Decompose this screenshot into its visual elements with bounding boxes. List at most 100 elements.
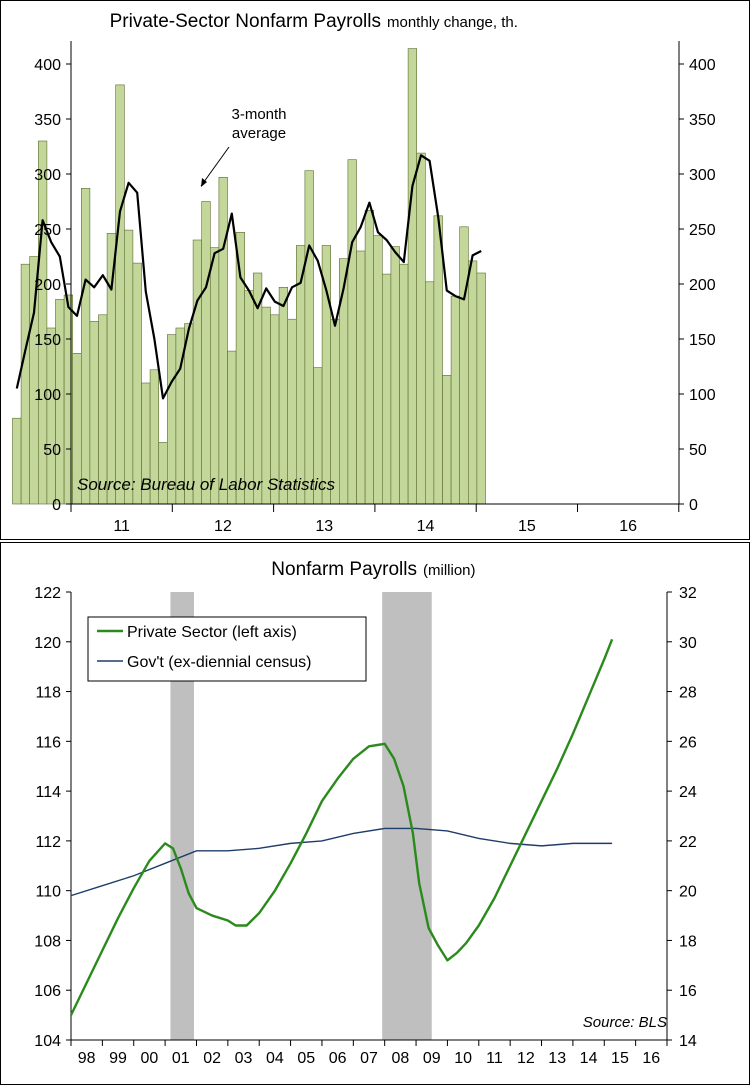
annotation-arrow: [200, 146, 230, 187]
x-tick-label: 11: [113, 518, 130, 535]
y-tick-label-right: 26: [679, 734, 697, 751]
x-tick-label: 13: [548, 1050, 566, 1067]
y-tick-label-right: 16: [679, 983, 697, 1000]
bar: [321, 245, 332, 505]
bar: [416, 152, 426, 505]
bar: [381, 273, 392, 505]
bar: [244, 290, 254, 505]
recession-band: [382, 592, 432, 1040]
bar: [467, 260, 478, 505]
y-tick-label-left: 100: [34, 387, 61, 404]
bar: [304, 170, 314, 505]
y-tick-label-right: 30: [679, 635, 697, 652]
chart-title: Nonfarm Payrolls: [271, 559, 417, 580]
y-tick-label-left: 350: [34, 112, 61, 129]
bar: [158, 442, 168, 505]
payroll-changes-chart-panel: Private-Sector Nonfarm Payrolls monthly …: [0, 0, 750, 540]
y-tick-label-left: 108: [34, 933, 61, 950]
bar: [124, 229, 134, 505]
annotation-3-month-line1: 3-month: [231, 106, 286, 123]
y-tick-label-right: 400: [689, 57, 716, 74]
recession-band: [170, 592, 194, 1040]
y-tick-label-right: 50: [689, 442, 707, 459]
y-tick-label-left: 118: [35, 685, 61, 702]
y-tick-label-left: 120: [34, 635, 61, 652]
bar: [20, 263, 31, 505]
bar: [12, 417, 22, 505]
axes: 1041061081101121141161181201221416182022…: [34, 585, 697, 1067]
bar: [201, 201, 211, 505]
y-tick-label-left: 150: [34, 332, 61, 349]
bar: [192, 239, 203, 505]
bar: [347, 159, 357, 505]
x-tick-label: 16: [619, 518, 637, 535]
y-tick-label-left: 110: [35, 884, 61, 901]
x-tick-label: 14: [580, 1050, 598, 1067]
x-tick-label: 04: [266, 1050, 284, 1067]
chart-title: Private-Sector Nonfarm Payrolls: [110, 11, 381, 32]
y-tick-label-right: 24: [679, 784, 697, 801]
x-tick-label: 00: [141, 1050, 159, 1067]
y-tick-label-left: 400: [34, 57, 61, 74]
chart-subtitle: monthly change, th.: [387, 14, 518, 31]
x-tick-label: 15: [518, 518, 536, 535]
x-tick-label: 12: [214, 518, 232, 535]
y-tick-label-left: 114: [35, 784, 61, 801]
y-tick-label-left: 0: [52, 497, 61, 514]
y-tick-label-right: 0: [689, 497, 698, 514]
source-note: Source: Bureau of Labor Statistics: [77, 475, 335, 494]
x-tick-label: 15: [611, 1050, 629, 1067]
annotation-3-month-line2: average: [232, 125, 286, 142]
x-tick-label: 98: [78, 1050, 96, 1067]
y-tick-label-left: 50: [43, 442, 61, 459]
bar: [278, 286, 289, 505]
x-tick-label: 06: [329, 1050, 347, 1067]
legend-label-private: Private Sector (left axis): [127, 624, 297, 641]
y-tick-label-right: 14: [679, 1033, 697, 1050]
arrow-head-icon: [201, 178, 207, 187]
x-tick-label: 12: [517, 1050, 535, 1067]
y-tick-label-right: 22: [679, 834, 697, 851]
y-tick-label-left: 104: [34, 1033, 61, 1050]
bar: [81, 188, 91, 505]
bar: [424, 281, 435, 505]
bar: [364, 210, 375, 505]
y-tick-label-left: 116: [35, 734, 61, 751]
bar: [433, 215, 443, 505]
y-tick-label-right: 32: [679, 585, 697, 602]
legend-label-government: Gov't (ex-diennial census): [127, 654, 311, 671]
y-tick-label-left: 106: [34, 983, 61, 1000]
nonfarm-payrolls-chart: Nonfarm Payrolls (million) 1041061081101…: [34, 559, 697, 1067]
bar: [390, 246, 400, 505]
x-tick-label: 03: [235, 1050, 253, 1067]
three-month-average-line: [15, 154, 482, 400]
x-tick-label: 07: [360, 1050, 378, 1067]
y-tick-label-left: 200: [34, 277, 61, 294]
x-tick-label: 08: [391, 1050, 409, 1067]
y-tick-label-right: 150: [689, 332, 716, 349]
x-tick-label: 16: [642, 1050, 660, 1067]
bar: [373, 235, 383, 505]
y-tick-label-right: 200: [689, 277, 716, 294]
government-series-line: [70, 827, 613, 897]
y-tick-label-left: 300: [34, 167, 61, 184]
y-tick-label-right: 250: [689, 222, 716, 239]
bar: [46, 327, 56, 505]
x-tick-label: 09: [423, 1050, 441, 1067]
bar: [442, 374, 452, 505]
x-tick-label: 05: [297, 1050, 315, 1067]
x-tick-label: 10: [454, 1050, 472, 1067]
y-tick-label-right: 18: [679, 933, 697, 950]
x-tick-label: 14: [417, 518, 435, 535]
bar: [407, 48, 418, 505]
x-tick-label: 13: [315, 518, 333, 535]
source-note: Source: BLS: [583, 1014, 667, 1031]
y-tick-label-right: 350: [689, 112, 716, 129]
bar: [37, 140, 48, 505]
bar: [115, 84, 125, 505]
y-tick-label-right: 300: [689, 167, 716, 184]
y-tick-label-right: 28: [679, 685, 697, 702]
nonfarm-payrolls-chart-panel: Nonfarm Payrolls (million) 104 106 108 110 1…: [0, 542, 750, 1085]
x-tick-label: 01: [172, 1050, 190, 1067]
